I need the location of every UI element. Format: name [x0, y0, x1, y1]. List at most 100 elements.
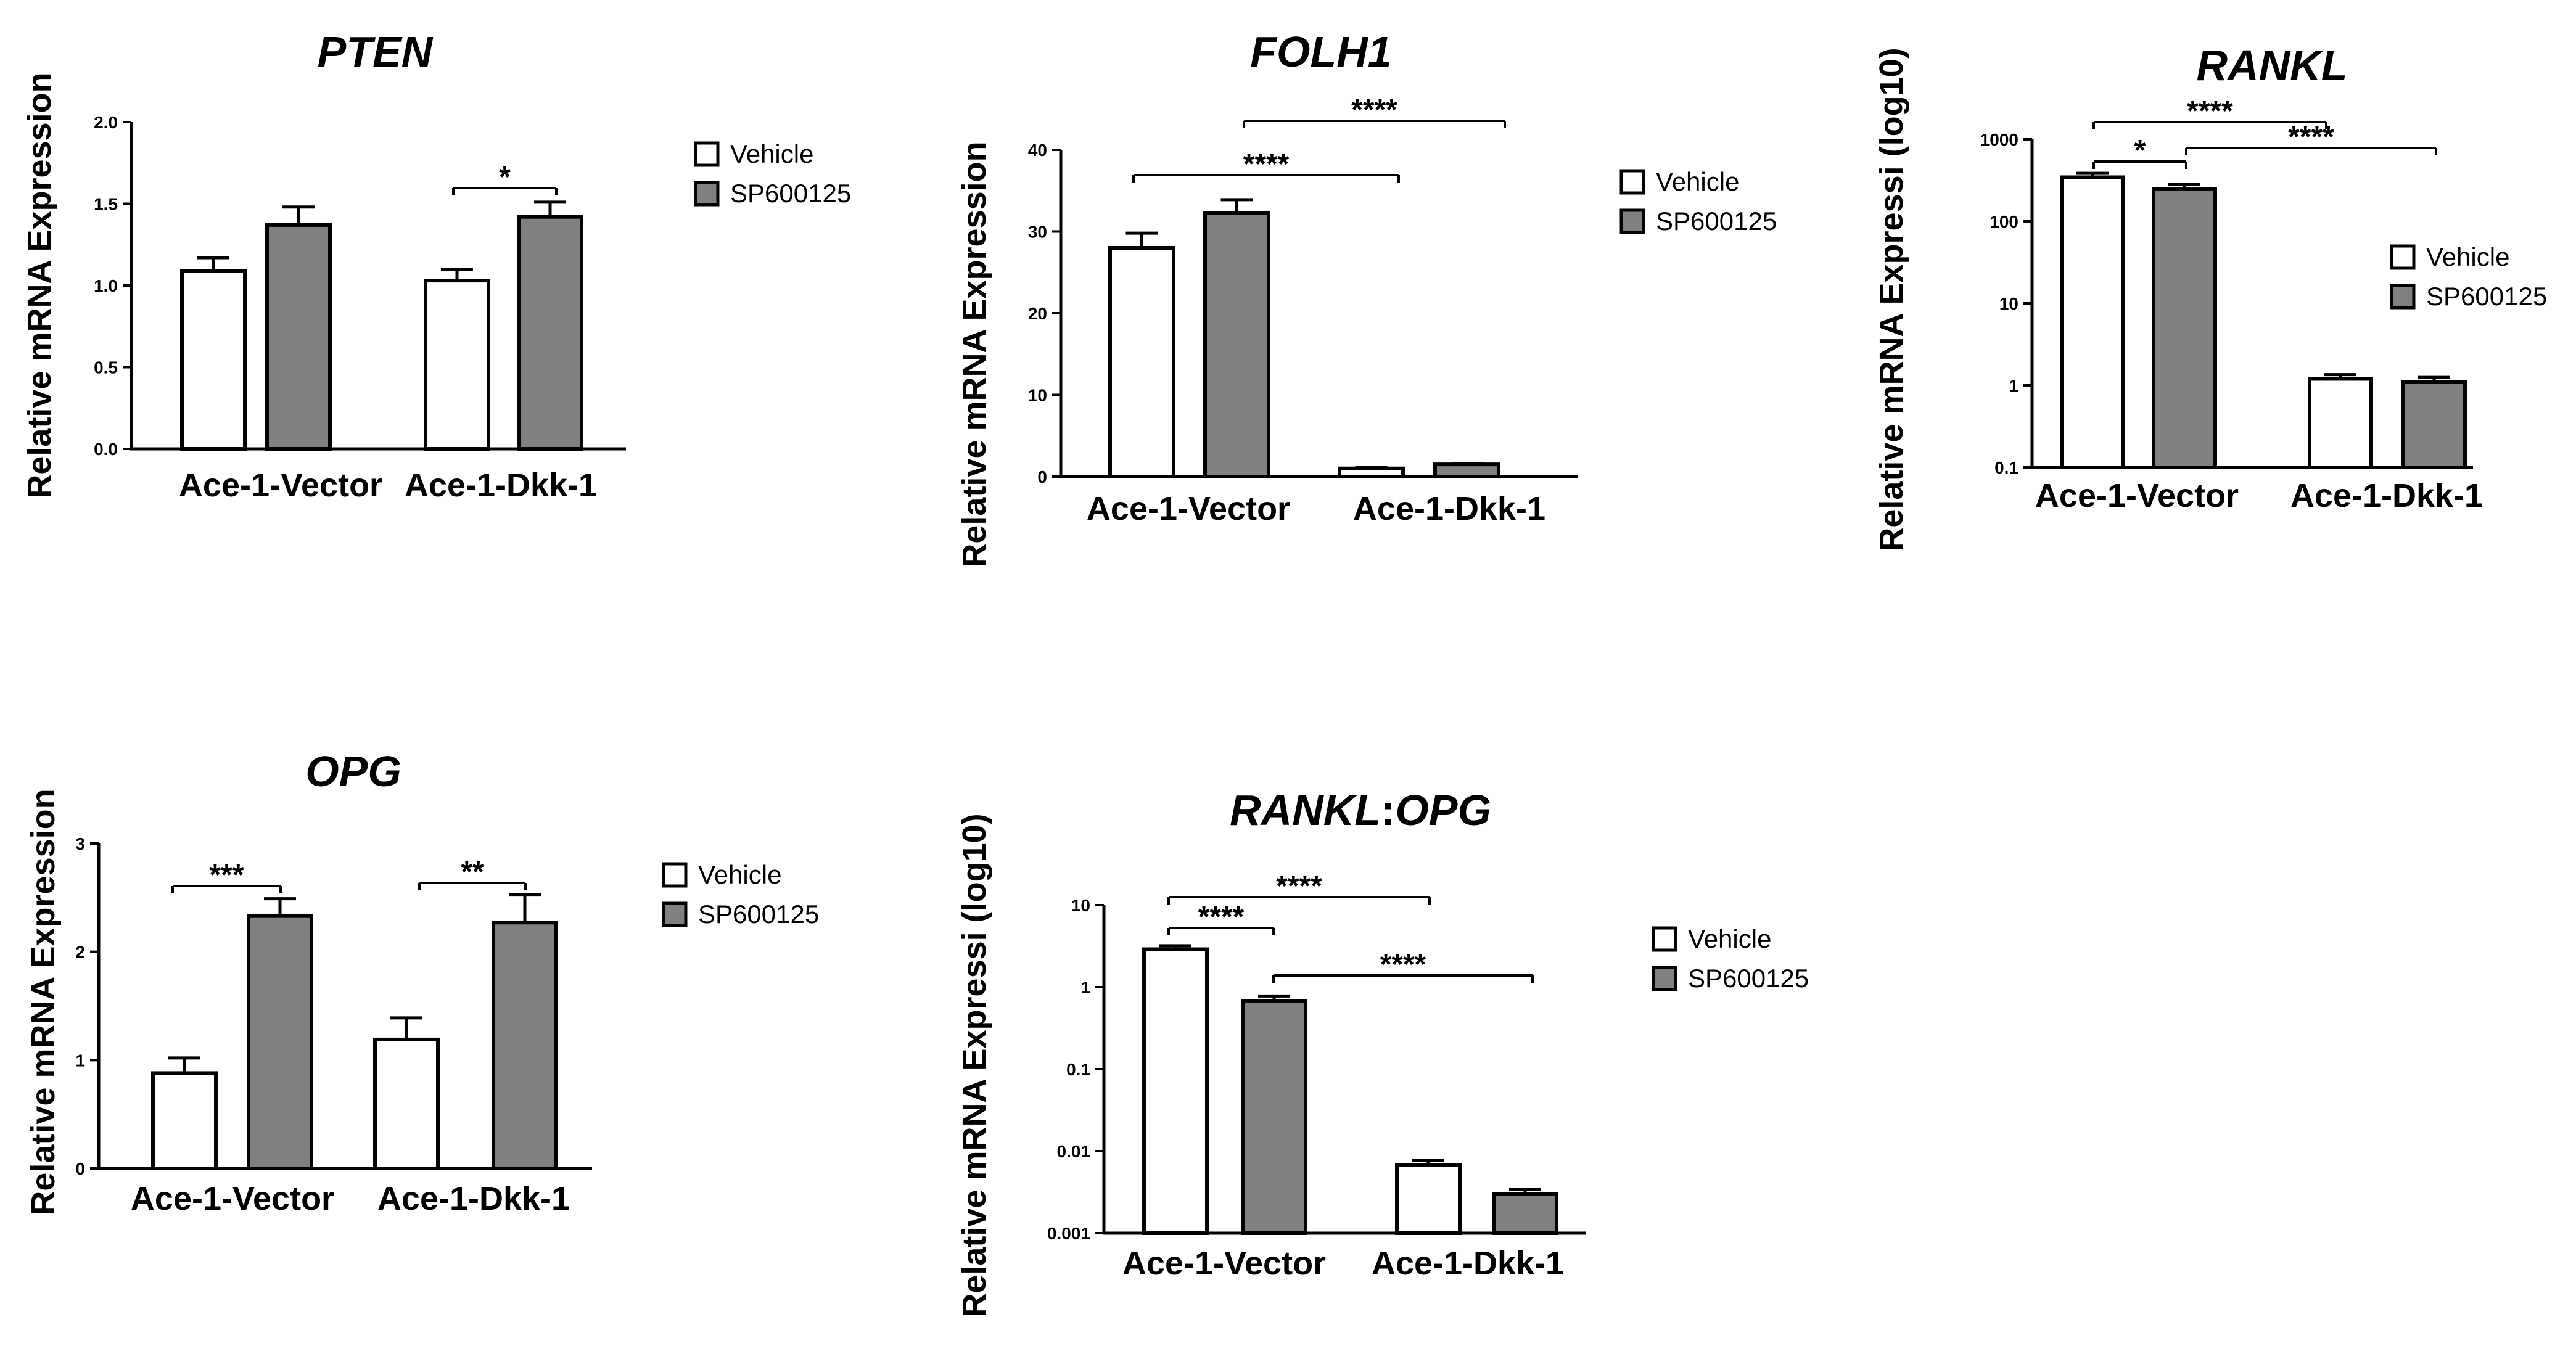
bar-vehicle-ace-1-vector: [180, 269, 247, 451]
bar-vehicle-ace-1-dkk-1: [1338, 466, 1405, 478]
bar-sp600125-ace-1-vector: [1203, 211, 1270, 478]
y-tick-label: 2.0: [94, 113, 118, 132]
y-tick-label: 100: [1990, 212, 2018, 231]
y-tick-label: 1.0: [94, 276, 118, 295]
chart-title: RANKL:OPG: [1230, 786, 1491, 834]
significance-label: ****: [1243, 148, 1290, 181]
chart-title-part: OPG: [1395, 786, 1491, 834]
legend-swatch-vehicle: [2390, 244, 2416, 270]
chart-panel-3: RANKL Relative mRNA Expressi (log10) 0.1 1 1…: [1873, 41, 2547, 552]
y-axis-label: Relative mRNA Expression: [21, 72, 58, 498]
x-tick-label: Ace-1-Vector: [131, 1180, 334, 1217]
y-tick-label: 3: [75, 834, 85, 853]
chart-title-part: RANKL: [1230, 786, 1381, 834]
legend-swatch-vehicle: [694, 141, 720, 167]
bar-sp600125-ace-1-dkk-1: [1492, 1192, 1558, 1235]
x-tick-label: Ace-1-Dkk-1: [1372, 1245, 1564, 1282]
chart-panel-5: RANKL:OPG Relative mRNA Expressi (log10) 0…: [956, 786, 1809, 1318]
significance-label: ****: [1351, 94, 1397, 126]
y-tick-label: 1000: [1980, 130, 2018, 149]
bar-sp600125-ace-1-dkk-1: [492, 921, 558, 1171]
significance-label: **: [461, 856, 484, 888]
bar-vehicle-ace-1-vector: [1108, 246, 1175, 478]
significance-label: ***: [209, 859, 244, 892]
chart-title: FOLH1: [1250, 28, 1391, 76]
legend-label: SP600125: [1656, 207, 1777, 236]
significance-label: ****: [1198, 901, 1245, 934]
y-tick-label: 0: [75, 1159, 85, 1178]
y-axis-label: Relative mRNA Expressi (log10): [1873, 47, 1910, 551]
x-tick-label: Ace-1-Vector: [2035, 477, 2239, 514]
legend-label: SP600125: [730, 179, 851, 208]
chart-title: OPG: [305, 747, 401, 795]
legend-label: Vehicle: [698, 860, 781, 889]
bar-sp600125-ace-1-vector: [247, 914, 313, 1170]
legend-swatch-sp600125: [694, 181, 720, 207]
y-tick-label: 0.5: [94, 358, 118, 377]
legend-swatch-vehicle: [662, 862, 688, 888]
bar-sp600125-ace-1-vector: [265, 223, 332, 451]
chart-panel-4: OPG Relative mRNA Expression 0 1 2 3 Ace-1-Vec…: [25, 747, 819, 1217]
bar-sp600125-ace-1-vector: [1241, 999, 1307, 1236]
legend-swatch-sp600125: [2390, 284, 2416, 310]
y-tick-label: 10: [1071, 896, 1090, 915]
bar-sp600125-ace-1-dkk-1: [517, 215, 583, 451]
x-tick-label: Ace-1-Dkk-1: [405, 467, 597, 504]
chart-panel-1: PTEN Relative mRNA Expression 0.0 0.5 1.0 1.5…: [21, 28, 851, 504]
y-tick-label: 0.001: [1047, 1224, 1090, 1243]
x-tick-label: Ace-1-Dkk-1: [1353, 490, 1545, 527]
significance-label: *: [2134, 134, 2146, 167]
bar-vehicle-ace-1-dkk-1: [1395, 1163, 1462, 1236]
y-tick-label: 2: [75, 943, 85, 962]
significance-label: ****: [2187, 95, 2233, 128]
chart-title: PTEN: [318, 28, 434, 76]
legend-label: Vehicle: [2426, 242, 2509, 271]
y-tick-label: 20: [1028, 304, 1047, 323]
bar-sp600125-ace-1-dkk-1: [1433, 462, 1500, 478]
y-tick-label: 0: [1037, 467, 1047, 486]
y-axis-label: Relative mRNA Expressi (log10): [956, 813, 993, 1317]
legend-label: SP600125: [1688, 964, 1809, 993]
y-tick-label: 0.01: [1057, 1142, 1091, 1161]
significance-label: ****: [2288, 121, 2334, 154]
y-tick-label: 1.5: [94, 195, 118, 214]
chart-title-part: :: [1381, 786, 1395, 834]
significance-label: *: [499, 161, 511, 194]
y-tick-label: 40: [1028, 141, 1047, 160]
bar-vehicle-ace-1-vector: [1142, 947, 1209, 1236]
y-tick-label: 30: [1028, 223, 1047, 242]
significance-label: ****: [1276, 870, 1322, 903]
y-axis-label: Relative mRNA Expression: [25, 789, 62, 1215]
y-tick-label: 0.1: [1994, 458, 2018, 477]
bar-vehicle-ace-1-dkk-1: [373, 1037, 440, 1170]
bar-sp600125-ace-1-vector: [2152, 187, 2217, 469]
chart-panel-2: FOLH1 Relative mRNA Expression 0 10 20 30 40 Ac…: [956, 28, 1777, 568]
y-tick-label: 10: [1028, 386, 1047, 405]
legend-label: SP600125: [698, 900, 819, 929]
significance-label: ****: [1380, 948, 1426, 981]
x-tick-label: Ace-1-Vector: [1122, 1245, 1326, 1282]
y-tick-label: 1: [1080, 978, 1090, 997]
y-tick-label: 1: [2009, 376, 2018, 395]
y-tick-label: 0.0: [94, 440, 118, 459]
x-tick-label: Ace-1-Dkk-1: [377, 1180, 570, 1217]
y-axis-label: Relative mRNA Expression: [956, 141, 993, 567]
bar-sp600125-ace-1-dkk-1: [2401, 380, 2467, 469]
legend-label: Vehicle: [1688, 924, 1771, 953]
legend-label: Vehicle: [1656, 167, 1739, 196]
legend-swatch-vehicle: [1652, 926, 1677, 952]
y-tick-label: 10: [1999, 294, 2018, 313]
legend-swatch-sp600125: [662, 901, 688, 927]
bar-vehicle-ace-1-vector: [2060, 175, 2125, 469]
legend-swatch-sp600125: [1619, 208, 1645, 234]
chart-title: RANKL: [2197, 41, 2348, 89]
bar-vehicle-ace-1-dkk-1: [2308, 377, 2373, 469]
legend-swatch-vehicle: [1619, 169, 1645, 195]
legend-label: Vehicle: [730, 139, 813, 168]
x-tick-label: Ace-1-Vector: [1087, 490, 1290, 527]
bar-vehicle-ace-1-dkk-1: [424, 279, 490, 451]
legend-swatch-sp600125: [1652, 966, 1677, 991]
x-tick-label: Ace-1-Vector: [179, 467, 382, 504]
x-tick-label: Ace-1-Dkk-1: [2290, 477, 2483, 514]
